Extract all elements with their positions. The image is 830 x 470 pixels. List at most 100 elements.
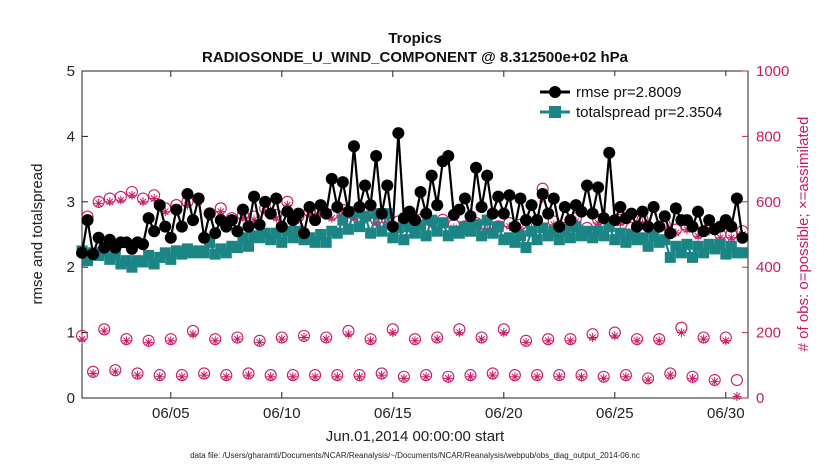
totalspread-point xyxy=(342,223,354,235)
totalspread-point xyxy=(126,261,138,273)
obs-assimilated-point xyxy=(632,336,642,346)
obs-assimilated-point xyxy=(182,200,192,210)
rmse-point xyxy=(359,179,372,192)
rmse-point xyxy=(192,192,205,205)
rmse-point xyxy=(198,231,211,244)
rmse-point xyxy=(575,205,588,218)
totalspread-point xyxy=(209,248,221,260)
totalspread-point xyxy=(542,230,554,242)
obs-assimilated-point xyxy=(399,373,409,383)
totalspread-point xyxy=(698,247,710,259)
obs-assimilated-point xyxy=(282,200,292,210)
obs-assimilated-point xyxy=(454,328,464,338)
totalspread-point xyxy=(442,230,454,242)
totalspread-point xyxy=(681,238,693,250)
rmse-point xyxy=(187,214,199,227)
totalspread-point xyxy=(276,236,288,248)
obs-assimilated-point xyxy=(599,373,609,383)
obs-assimilated-point xyxy=(388,328,398,338)
x-tick-label: 06/15 xyxy=(374,405,412,422)
rmse-point xyxy=(692,205,705,218)
totalspread-point xyxy=(148,258,160,270)
totalspread-point xyxy=(514,230,526,242)
rmse-point xyxy=(442,150,455,163)
totalspread-point xyxy=(270,227,282,239)
rmse-point xyxy=(636,205,649,218)
obs-assimilated-point xyxy=(221,372,231,382)
totalspread-point xyxy=(509,236,521,248)
rmse-point xyxy=(531,214,544,227)
rmse-point xyxy=(736,231,749,244)
y-right-tick-label: 800 xyxy=(756,128,781,145)
rmse-point xyxy=(242,220,255,233)
rmse-point xyxy=(458,192,471,205)
obs-assimilated-point xyxy=(421,372,431,382)
y-tick-label: 0 xyxy=(67,390,75,407)
totalspread-point xyxy=(132,255,143,267)
rmse-point xyxy=(686,220,699,233)
totalspread-point xyxy=(459,221,471,233)
totalspread-point xyxy=(581,225,593,237)
rmse-point xyxy=(153,199,166,212)
obs-assimilated-point xyxy=(138,197,148,207)
rmse-point xyxy=(470,161,483,174)
obs-assimilated-point xyxy=(382,218,392,228)
rmse-point xyxy=(381,179,394,192)
rmse-point xyxy=(309,214,322,227)
y-right-tick-label: 1000 xyxy=(756,63,789,80)
rmse-point xyxy=(508,220,521,233)
totalspread-point xyxy=(165,253,177,265)
obs-assimilated-point xyxy=(271,213,281,223)
obs-assimilated-point xyxy=(88,368,98,378)
rmse-point xyxy=(336,176,349,189)
obs-assimilated-point xyxy=(332,372,342,382)
totalspread-point xyxy=(187,247,199,259)
totalspread-point xyxy=(354,221,365,233)
rmse-point xyxy=(248,190,261,203)
totalspread-point xyxy=(326,225,338,237)
obs-assimilated-point xyxy=(244,370,253,380)
y-tick-label: 3 xyxy=(67,194,75,211)
rmse-point xyxy=(314,199,327,212)
rmse-point xyxy=(725,220,738,233)
obs-assimilated-point xyxy=(249,215,259,225)
obs-assimilated-point xyxy=(160,207,170,217)
totalspread-point xyxy=(120,255,132,267)
totalspread-point xyxy=(193,245,205,257)
obs-assimilated-point xyxy=(643,375,653,385)
rmse-point xyxy=(497,207,510,220)
rmse-point xyxy=(486,207,499,220)
obs-assimilated-point xyxy=(94,198,104,208)
obs-assimilated-point xyxy=(699,334,709,344)
obs-assimilated-point xyxy=(499,328,509,338)
obs-assimilated-point xyxy=(443,373,453,383)
totalspread-point xyxy=(248,230,260,242)
rmse-point xyxy=(170,203,183,216)
obs-assimilated-point xyxy=(144,337,154,347)
totalspread-point xyxy=(315,229,327,240)
totalspread-point xyxy=(415,219,427,231)
rmse-point xyxy=(347,140,360,153)
totalspread-point xyxy=(298,234,310,246)
totalspread-point xyxy=(365,227,377,239)
rmse-point xyxy=(581,179,594,192)
obs-assimilated-point xyxy=(688,373,697,383)
totalspread-point xyxy=(736,247,748,259)
totalspread-point xyxy=(570,221,582,233)
obs-assimilated-point xyxy=(77,334,87,344)
obs-assimilated-point xyxy=(343,329,353,339)
obs-assimilated-point xyxy=(232,334,242,344)
obs-assimilated-point xyxy=(554,372,564,382)
x-tick-label: 06/25 xyxy=(596,405,634,422)
obs-assimilated-point xyxy=(721,336,731,346)
totalspread-point xyxy=(587,232,599,244)
obs-assimilated-point xyxy=(166,336,176,346)
totalspread-point xyxy=(487,227,499,239)
totalspread-point xyxy=(603,221,615,233)
totalspread-point xyxy=(553,234,565,246)
obs-assimilated-point xyxy=(266,372,276,382)
rmse-point xyxy=(409,214,421,227)
totalspread-point xyxy=(231,242,243,254)
obs-assimilated-point xyxy=(188,329,198,339)
totalspread-point xyxy=(331,227,343,239)
